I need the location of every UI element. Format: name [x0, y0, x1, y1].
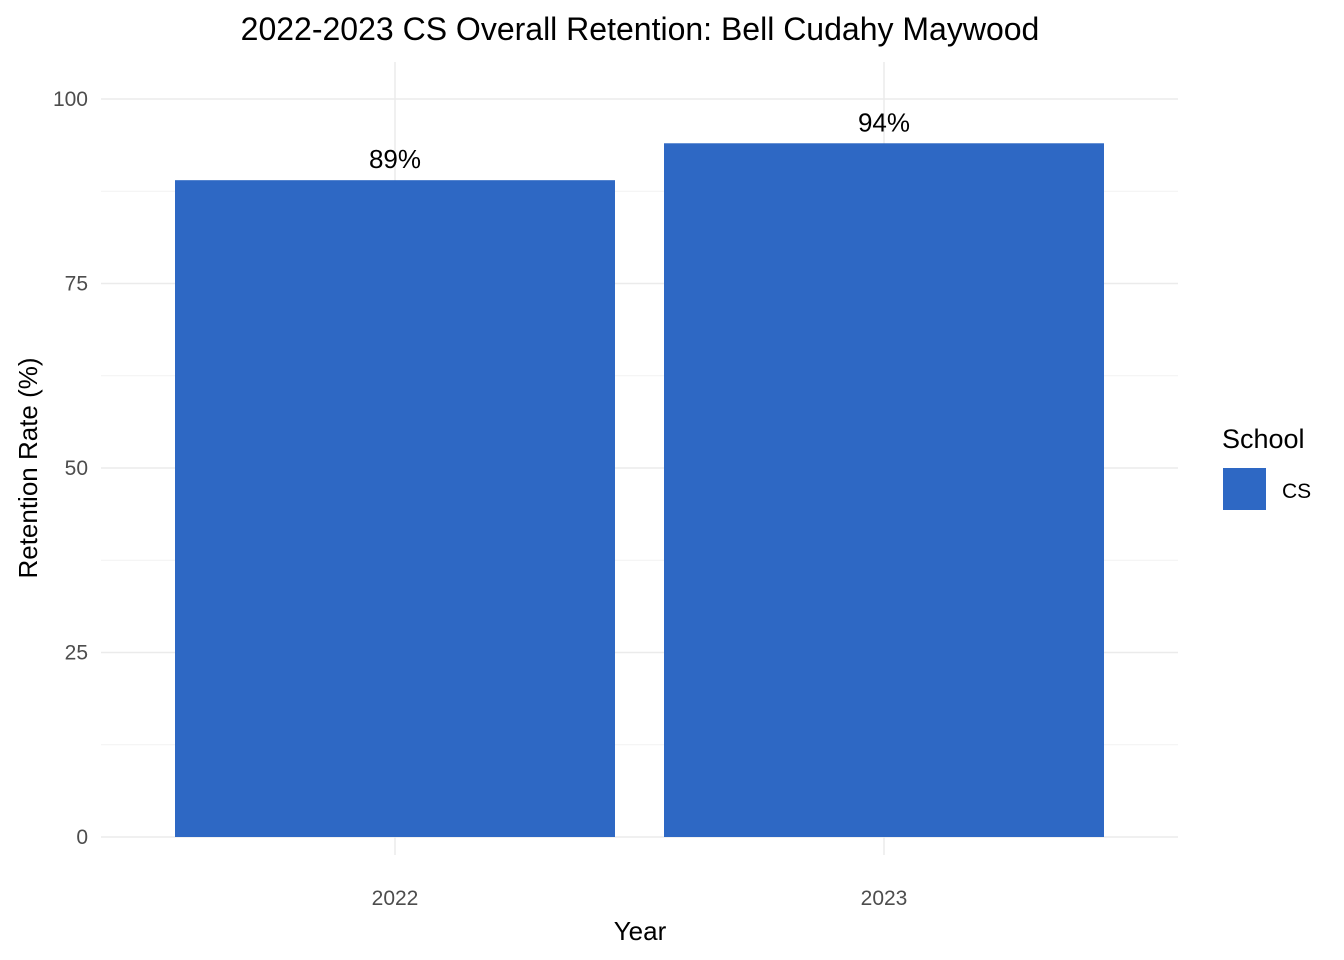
y-tick-label: 50 [65, 457, 88, 480]
y-tick-label: 75 [65, 273, 88, 296]
data-labels: 89% 94% [369, 107, 910, 174]
bars [175, 143, 1104, 837]
legend-label-cs: CS [1282, 480, 1311, 503]
x-axis-title: Year [614, 916, 667, 946]
legend: School CS [1222, 424, 1311, 510]
x-axis-ticks: 2022 2023 [372, 887, 908, 910]
y-tick-label: 100 [53, 88, 88, 111]
bar-2023 [664, 143, 1104, 837]
bar-2022 [175, 180, 615, 837]
x-tick-label: 2023 [861, 887, 908, 910]
legend-key-cs [1223, 468, 1266, 510]
legend-title: School [1222, 424, 1305, 454]
x-tick-label: 2022 [372, 887, 419, 910]
data-label-2022: 89% [369, 144, 421, 174]
y-tick-label: 25 [65, 642, 88, 665]
chart-title: 2022-2023 CS Overall Retention: Bell Cud… [241, 11, 1040, 47]
y-axis-title: Retention Rate (%) [13, 357, 43, 578]
y-tick-label: 0 [76, 826, 88, 849]
y-axis-ticks: 0 25 50 75 100 [53, 88, 88, 849]
data-label-2023: 94% [858, 107, 910, 137]
